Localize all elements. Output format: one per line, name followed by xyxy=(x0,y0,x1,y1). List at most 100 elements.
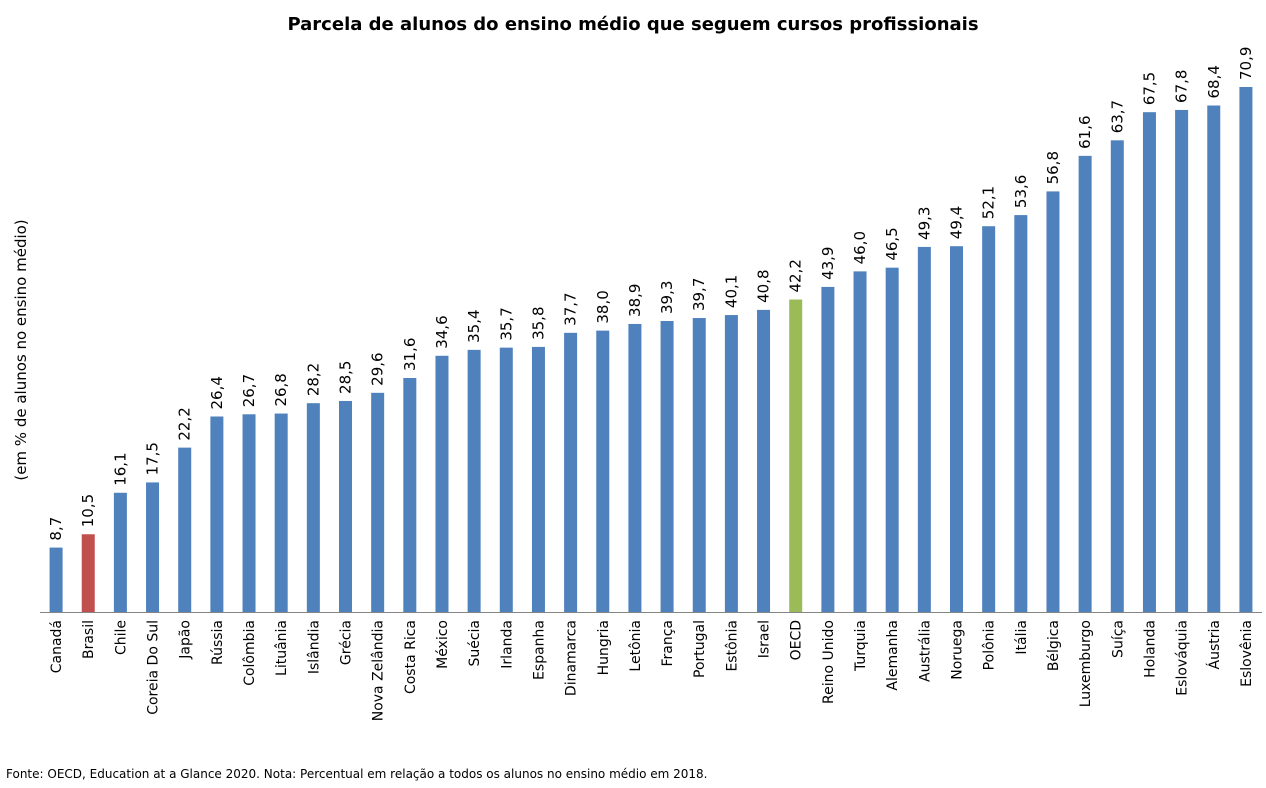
bar-holanda xyxy=(1142,112,1156,613)
category-label-irlanda: Irlanda xyxy=(499,620,515,669)
value-label-austria: 68,4 xyxy=(1205,65,1223,98)
category-label-dinamarca: Dinamarca xyxy=(564,620,580,696)
value-label-islandia: 28,2 xyxy=(304,363,322,396)
category-labels-layer: Canadá Brasil Chile Coreia Do Sul Japão Rússi… xyxy=(49,620,1255,721)
bar-islandia xyxy=(306,403,320,612)
y-axis-label-text: (em % de alunos no ensino médio) xyxy=(12,219,30,480)
value-label-holanda: 67,5 xyxy=(1140,72,1158,105)
value-label-franca: 39,3 xyxy=(658,281,676,314)
bar-mexico xyxy=(435,355,449,612)
bar-hungria xyxy=(596,330,610,612)
bar-turquia xyxy=(853,271,867,612)
value-label-belgica: 56,8 xyxy=(1044,151,1062,184)
category-label-canada: Canadá xyxy=(49,620,65,673)
category-label-eslovenia: Eslovênia xyxy=(1239,620,1255,687)
category-label-israel: Israel xyxy=(757,620,773,658)
value-label-hungria: 38,0 xyxy=(594,290,612,323)
category-label-luxemburgo: Luxemburgo xyxy=(1078,620,1094,707)
value-label-oecd: 42,2 xyxy=(787,259,805,292)
category-label-italia: Itália xyxy=(1014,620,1030,655)
value-label-luxemburgo: 61,6 xyxy=(1076,115,1094,148)
bar-lituania xyxy=(274,413,288,612)
bar-austria xyxy=(1207,105,1221,612)
bar-colombia xyxy=(242,414,256,612)
value-label-grecia: 28,5 xyxy=(337,361,355,394)
bar-canada xyxy=(49,547,63,612)
category-label-holanda: Holanda xyxy=(1142,620,1158,678)
category-label-espanha: Espanha xyxy=(531,620,547,680)
category-label-japao: Japão xyxy=(178,620,194,660)
value-label-suecia: 35,4 xyxy=(465,309,483,342)
bar-alemanha xyxy=(885,267,899,612)
category-label-belgica: Bélgica xyxy=(1046,620,1062,671)
value-label-letonia: 38,9 xyxy=(626,284,644,317)
bar-noruega xyxy=(950,246,963,612)
category-label-coreia-do-sul: Coreia Do Sul xyxy=(146,620,162,715)
bar-letonia xyxy=(628,323,642,612)
value-label-reino-unido: 43,9 xyxy=(819,247,837,280)
category-label-islandia: Islândia xyxy=(306,620,322,674)
bar-grecia xyxy=(339,400,352,612)
value-labels-layer: 8,7 10,5 16,1 17,5 22,2 26,4 26,7 26,8 28,2 28,5 2… xyxy=(47,47,1255,541)
category-label-oecd: OECD xyxy=(789,620,805,660)
category-label-polonia: Polônia xyxy=(982,620,998,670)
category-label-noruega: Noruega xyxy=(950,620,966,680)
bar-chile xyxy=(113,492,127,612)
bar-nova-zelandia xyxy=(371,392,385,612)
bar-eslovaquia xyxy=(1175,109,1189,612)
category-label-eslovaquia: Eslováquia xyxy=(1175,620,1191,696)
value-label-eslovaquia: 67,8 xyxy=(1173,70,1191,103)
value-label-portugal: 39,7 xyxy=(690,278,708,311)
bar-eslovenia xyxy=(1239,87,1253,612)
bar-dinamarca xyxy=(564,332,578,612)
category-label-austria: Áustria xyxy=(1206,620,1223,669)
category-label-suica: Suíça xyxy=(1110,620,1126,658)
value-label-nova-zelandia: 29,6 xyxy=(369,352,387,385)
category-label-portugal: Portugal xyxy=(692,620,708,678)
value-label-estonia: 40,1 xyxy=(722,275,740,308)
bar-brasil xyxy=(81,534,95,612)
chart-title: Parcela de alunos do ensino médio que se… xyxy=(287,14,979,35)
value-label-brasil: 10,5 xyxy=(79,494,97,527)
value-label-irlanda: 35,7 xyxy=(497,307,515,340)
value-label-turquia: 46,0 xyxy=(851,231,869,264)
bar-israel xyxy=(757,309,771,612)
bar-costa-rica xyxy=(403,378,417,612)
value-label-israel: 40,8 xyxy=(755,269,773,302)
value-label-alemanha: 46,5 xyxy=(883,227,901,260)
category-label-mexico: México xyxy=(435,620,451,669)
value-label-noruega: 49,4 xyxy=(948,206,966,239)
bars-layer xyxy=(49,87,1253,613)
footnote: Fonte: OECD, Education at a Glance 2020.… xyxy=(6,767,708,781)
category-label-grecia: Grécia xyxy=(339,620,355,665)
value-label-lituania: 26,8 xyxy=(272,373,290,406)
category-label-hungria: Hungria xyxy=(596,620,612,675)
value-label-costa-rica: 31,6 xyxy=(401,338,419,371)
bar-portugal xyxy=(692,318,706,612)
category-label-chile: Chile xyxy=(113,620,129,655)
bar-japao xyxy=(178,447,192,612)
category-label-suecia: Suécia xyxy=(467,620,483,667)
value-label-dinamarca: 37,7 xyxy=(562,292,580,325)
bar-belgica xyxy=(1046,191,1060,612)
value-label-espanha: 35,8 xyxy=(529,307,547,340)
bar-irlanda xyxy=(499,347,513,612)
value-label-polonia: 52,1 xyxy=(980,186,998,219)
value-label-mexico: 34,6 xyxy=(433,315,451,348)
bar-reino-unido xyxy=(821,286,835,612)
bar-italia xyxy=(1014,215,1028,612)
bar-russia xyxy=(210,416,224,612)
bar-oecd xyxy=(789,299,803,612)
category-label-lituania: Lituânia xyxy=(274,620,290,676)
bar-suica xyxy=(1110,140,1124,612)
value-label-eslovenia: 70,9 xyxy=(1237,47,1255,80)
bar-luxemburgo xyxy=(1078,155,1092,613)
category-label-letonia: Letônia xyxy=(628,620,644,672)
bar-espanha xyxy=(531,346,545,612)
value-label-canada: 8,7 xyxy=(47,517,65,541)
category-label-brasil: Brasil xyxy=(81,620,97,659)
value-label-italia: 53,6 xyxy=(1012,175,1030,208)
bar-estonia xyxy=(724,315,738,612)
bar-polonia xyxy=(982,226,996,612)
